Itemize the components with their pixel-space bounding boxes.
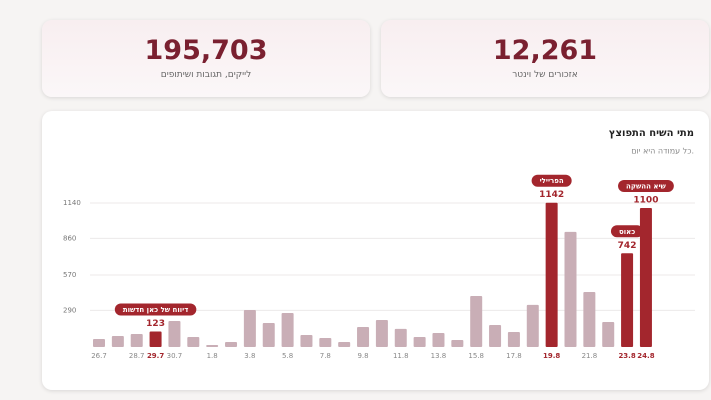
annotation-pill [610, 225, 644, 238]
bar [130, 333, 143, 347]
bar [225, 341, 238, 347]
bar [243, 309, 256, 347]
bar [413, 337, 426, 347]
annotation-pill [114, 303, 197, 316]
bar [168, 320, 181, 347]
x-tick-label: 24.8 [637, 352, 654, 360]
annotation-pill [531, 174, 572, 187]
bar [187, 337, 200, 347]
bar [470, 295, 483, 347]
bar [526, 304, 539, 347]
x-tick-label: 5.8 [282, 352, 293, 360]
x-tick-label: 23.8 [618, 352, 635, 360]
bar [583, 292, 596, 347]
x-tick-label: 13.8 [431, 352, 447, 360]
x-tick-label: 9.8 [357, 352, 368, 360]
bar [262, 323, 275, 347]
x-tick-label: 19.8 [543, 352, 560, 360]
x-tick-label: 3.8 [244, 352, 255, 360]
annotation-label: הפריילי [540, 177, 564, 185]
bar [319, 338, 332, 347]
annotation-label: כאוס [619, 228, 635, 236]
bar [281, 313, 294, 347]
bar [300, 335, 313, 347]
bar [375, 319, 388, 347]
x-tick-label: 26.7 [91, 352, 107, 360]
y-tick-label: 1140 [63, 199, 81, 207]
bar [639, 208, 652, 347]
bar [602, 321, 615, 347]
bar [338, 341, 351, 347]
x-tick-label: 1.8 [207, 352, 218, 360]
bar [621, 253, 634, 347]
stat-card: 12,261 אזכורים של וינטר [381, 20, 709, 97]
stat-value: 195,703 [144, 35, 268, 66]
y-tick-label: 860 [63, 234, 76, 242]
stat-card: 195,703 לייקים, תגובות ושיתופים [42, 20, 370, 97]
x-tick-label: 21.8 [582, 352, 598, 360]
y-tick-label: 570 [63, 271, 76, 279]
bar [432, 332, 445, 347]
x-tick-label: 17.8 [506, 352, 522, 360]
value-label: 742 [618, 241, 637, 251]
bar [489, 325, 502, 347]
annotation-label: דיווח של כאן חדשות [123, 306, 189, 314]
x-tick-label: 11.8 [393, 352, 409, 360]
x-tick-label: 30.7 [167, 352, 183, 360]
x-tick-label: 7.8 [320, 352, 331, 360]
bar [111, 336, 124, 347]
x-tick-label: 15.8 [468, 352, 484, 360]
y-tick-label: 290 [63, 306, 76, 314]
annotation-label: שיא ההשקה [626, 183, 666, 191]
bar [564, 231, 577, 347]
chart-subtitle: כל עמודה היא יום. [631, 147, 694, 156]
bar [93, 339, 105, 347]
bar [394, 328, 407, 347]
stat-label: לייקים, תגובות ושיתופים [160, 70, 252, 80]
bar [451, 340, 464, 347]
chart-title: מתי השיח התפוצץ [609, 128, 694, 139]
annotation-pill [618, 180, 674, 193]
stat-value: 12,261 [492, 35, 598, 66]
bar [206, 344, 219, 347]
stat-label: אזכורים של וינטר [512, 70, 578, 80]
value-label: 1100 [633, 196, 658, 206]
bar [357, 327, 370, 347]
x-tick-label: 28.7 [129, 352, 145, 360]
value-label: 1142 [539, 190, 564, 200]
value-label: 123 [146, 319, 165, 329]
bar [149, 331, 162, 347]
x-tick-label: 29.7 [147, 352, 164, 360]
bar [545, 202, 558, 347]
bar [507, 331, 520, 347]
